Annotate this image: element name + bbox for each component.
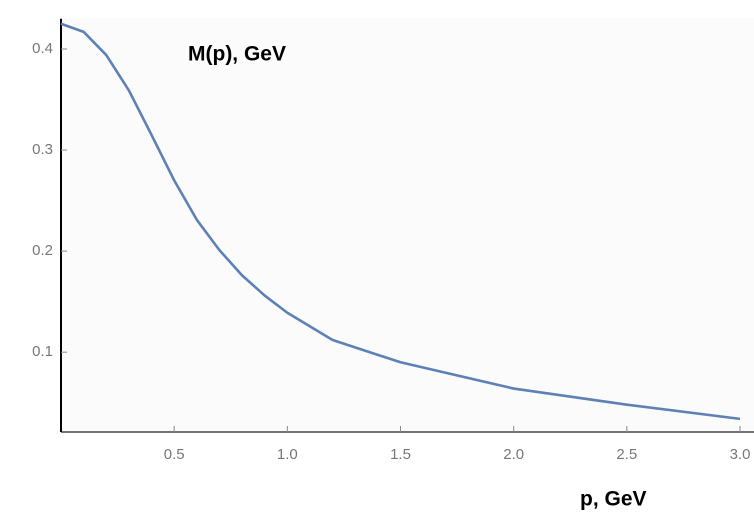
x-tick-label: 1.5 [390, 446, 411, 463]
x-tick-label: 2.5 [616, 446, 637, 463]
y-tick-label: 0.4 [32, 40, 53, 57]
x-axis-label: p, GeV [580, 488, 647, 511]
y-tick-label: 0.2 [32, 242, 53, 259]
y-tick-label: 0.1 [32, 343, 53, 360]
y-axis-label: M(p), GeV [188, 43, 286, 66]
plot-area [61, 18, 754, 432]
x-tick-label: 0.5 [164, 446, 185, 463]
x-tick-label: 3.0 [730, 446, 751, 463]
curve [60, 22, 741, 421]
x-tick-label: 1.0 [277, 446, 298, 463]
y-tick-label: 0.3 [32, 141, 53, 158]
x-tick-label: 2.0 [503, 446, 524, 463]
